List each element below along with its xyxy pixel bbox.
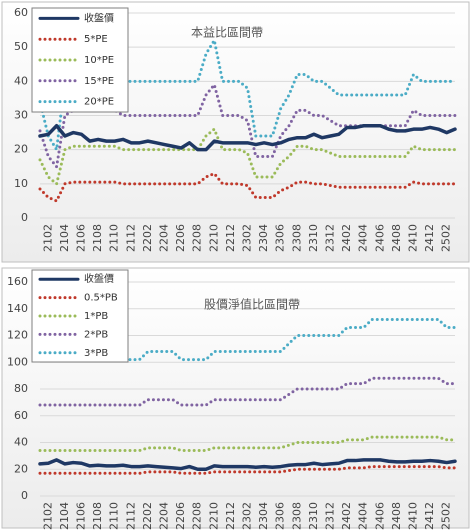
x-tick-label: 2204 (158, 224, 171, 252)
chart-panel: 0 20 40 60 80 100 120 140 160 2102 2104 2106 2108 211… (1, 267, 470, 530)
chart-title: 股價淨值比區間帶 (204, 297, 300, 312)
x-tick-label: 2212 (224, 224, 237, 252)
x-tick-label: 2312 (324, 224, 337, 252)
x-tick-label: 2306 (274, 502, 287, 530)
x-tick-label: 2204 (158, 502, 171, 530)
x-tick-label: 2210 (207, 502, 220, 530)
legend-label: 2*PB (84, 329, 108, 340)
legend-label: 3*PB (84, 348, 108, 359)
series-line (38, 172, 457, 203)
x-tick-label: 2502 (440, 224, 453, 252)
x-tick-label: 2312 (324, 502, 337, 530)
y-tick-label: 60 (14, 409, 28, 422)
x-tick-label: 2304 (257, 502, 270, 530)
y-tick-label: 80 (14, 382, 28, 395)
y-tick-label: 100 (7, 355, 28, 368)
y-tick-label: 10 (14, 177, 28, 190)
y-tick-label: 60 (14, 6, 28, 19)
x-tick-label: 2112 (124, 502, 137, 530)
x-tick-label: 2208 (191, 224, 204, 252)
x-tick-label: 2310 (307, 224, 320, 252)
x-tick-label: 2308 (290, 502, 303, 530)
y-tick-label: 160 (7, 275, 28, 288)
series-line (38, 127, 457, 186)
series-line (38, 83, 457, 169)
x-tick-label: 2202 (141, 502, 154, 530)
chart-title: 本益比區間帶 (191, 26, 263, 40)
x-tick-label: 2408 (390, 502, 403, 530)
x-tick-label: 2206 (174, 224, 187, 252)
series-line (38, 38, 457, 152)
x-tick-label: 2412 (423, 502, 436, 530)
x-tick-label: 2404 (357, 224, 370, 252)
y-tick-label: 20 (14, 462, 28, 475)
legend-box (31, 7, 129, 113)
y-tick-label: 0 (21, 211, 28, 224)
series-line (38, 465, 457, 475)
y-tick-label: 50 (14, 40, 28, 53)
x-tick-label: 2112 (124, 224, 137, 252)
legend-label: 0.5*PB (84, 293, 118, 304)
x-tick-label: 2210 (207, 224, 220, 252)
x-tick-label: 2410 (407, 224, 420, 252)
x-tick-label: 2310 (307, 502, 320, 530)
legend-label: 收盤價 (84, 272, 114, 285)
x-tick-label: 2106 (75, 224, 88, 252)
series-line (38, 376, 457, 407)
x-tick-label: 2406 (373, 224, 386, 252)
x-tick-label: 2404 (357, 502, 370, 530)
x-tick-label: 2104 (58, 502, 71, 530)
x-tick-label: 2410 (407, 502, 420, 530)
legend-label: 收盤價 (84, 11, 114, 24)
x-tick-label: 2302 (241, 224, 254, 252)
x-tick-label: 2208 (191, 502, 204, 530)
x-tick-label: 2304 (257, 224, 270, 252)
x-tick-label: 2108 (91, 224, 104, 252)
y-tick-label: 40 (14, 436, 28, 449)
series-line (38, 435, 457, 453)
x-tick-label: 2502 (440, 502, 453, 530)
x-tick-label: 2110 (108, 502, 121, 530)
y-tick-label: 20 (14, 143, 28, 156)
y-tick-label: 140 (7, 302, 28, 315)
legend-label: 10*PE (84, 55, 114, 66)
x-tick-label: 2202 (141, 224, 154, 252)
legend-label: 5*PE (84, 34, 108, 45)
x-tick-label: 2308 (290, 224, 303, 252)
y-tick-label: 40 (14, 74, 28, 87)
x-tick-label: 2102 (41, 502, 54, 530)
x-tick-label: 2212 (224, 502, 237, 530)
legend-label: 20*PE (84, 97, 114, 108)
y-tick-label: 0 (21, 489, 28, 502)
y-tick-label: 120 (7, 329, 28, 342)
legend-label: 1*PB (84, 311, 108, 322)
x-tick-label: 2306 (274, 224, 287, 252)
x-tick-label: 2106 (75, 502, 88, 530)
legend-box (31, 269, 129, 363)
x-tick-label: 2402 (340, 502, 353, 530)
y-tick-label: 30 (14, 109, 28, 122)
legend-label: 15*PE (84, 76, 114, 87)
x-tick-label: 2302 (241, 502, 254, 530)
x-tick-label: 2102 (41, 224, 54, 252)
x-tick-label: 2104 (58, 224, 71, 252)
x-tick-label: 2206 (174, 502, 187, 530)
x-tick-label: 2408 (390, 224, 403, 252)
x-tick-label: 2402 (340, 224, 353, 252)
x-tick-label: 2412 (423, 224, 436, 252)
series-line (38, 124, 457, 152)
series-line (38, 458, 457, 471)
x-tick-label: 2108 (91, 502, 104, 530)
x-tick-label: 2110 (108, 224, 121, 252)
x-tick-label: 2406 (373, 502, 386, 530)
